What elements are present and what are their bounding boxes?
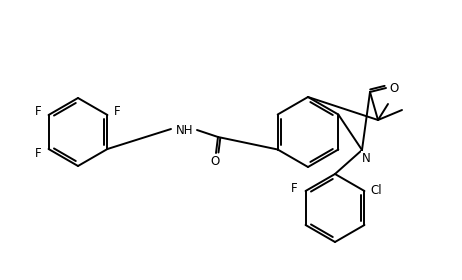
Text: F: F (35, 146, 42, 160)
Text: F: F (114, 104, 121, 118)
Text: O: O (389, 81, 399, 95)
Text: Cl: Cl (371, 185, 382, 197)
Text: F: F (291, 183, 298, 195)
Text: N: N (362, 151, 371, 165)
Text: F: F (35, 104, 42, 118)
Text: NH: NH (176, 123, 194, 137)
Text: O: O (210, 155, 219, 167)
